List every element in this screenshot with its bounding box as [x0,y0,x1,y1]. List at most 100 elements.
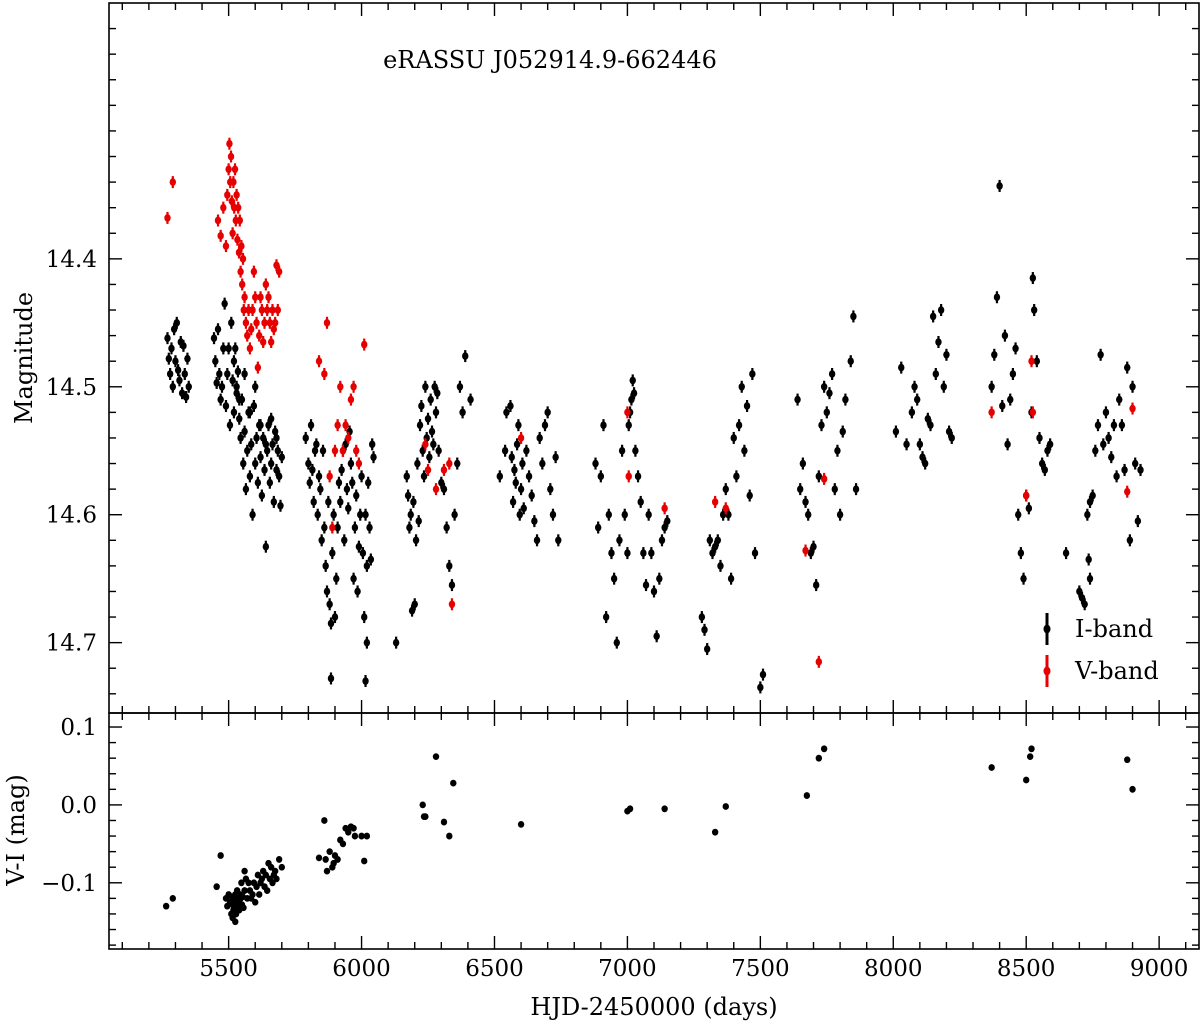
color-index-axis-ticks [109,713,1199,949]
i-band-point [1131,459,1139,468]
i-band-point [462,352,469,360]
i-band-point [414,459,421,468]
color-index-point [252,898,259,906]
v-band-point [265,293,272,302]
color-index-point [323,867,331,875]
i-band-point [448,581,456,589]
i-band-point [621,510,628,519]
v-band-point [263,306,271,314]
i-band-point [224,370,231,378]
i-band-point [184,354,191,363]
v-band-point [224,191,231,199]
i-band-point [730,434,737,442]
i-band-point [244,446,251,455]
i-band-point [338,466,345,474]
v-band-point [246,344,254,353]
i-band-point [168,344,175,353]
i-band-point [664,517,671,525]
v-band-point [625,472,632,481]
i-band-point [802,498,809,506]
i-band-point [916,440,924,449]
i-band-point [898,363,905,372]
v-band-point [1124,487,1131,496]
color-index-point [1026,753,1034,761]
i-band-point [230,357,238,365]
i-band-point [996,182,1003,190]
i-band-point [225,344,232,353]
i-band-point [411,600,418,609]
color-index-panel: −0.1 0.0 0.1 5500 6000 6500 7000 7500 8000 8500 9… [2,712,1200,1021]
v-band-point [422,440,429,449]
i-band-point [182,393,190,401]
v-band-point [275,267,283,276]
i-band-point [605,510,613,519]
i-band-point [322,562,329,570]
legend-i-band-label: I-band [1075,615,1153,643]
i-band-point [267,414,275,423]
i-band-point [658,536,666,545]
color-index-point [422,813,429,820]
i-band-point [1105,434,1112,442]
magnitude-panel: 14.4 14.5 14.6 14.7 eRASSU J052914.9-662446… [10,2,1200,714]
i-band-point [911,382,918,391]
i-band-point [1086,574,1094,583]
i-band-point [266,478,274,487]
i-band-point [988,382,995,391]
color-index-tick-label: 0.1 [60,715,97,741]
i-band-point [166,370,174,378]
i-band-point [230,408,238,417]
i-band-point [544,408,551,417]
i-band-point [358,472,365,481]
color-index-point [815,754,823,762]
i-band-point [1020,574,1027,583]
i-band-point [210,334,218,342]
x-tick-labels: 5500 6000 6500 7000 7500 8000 8500 9000 [199,956,1188,982]
color-index-point [213,883,220,891]
i-band-point [354,587,361,596]
i-band-point [252,459,259,468]
i-band-point [516,510,523,519]
i-band-point [842,395,849,404]
i-band-point [759,670,767,679]
i-band-point [632,446,639,455]
i-band-point [509,498,517,506]
i-band-point [236,414,243,423]
color-index-point [263,887,271,894]
i-band-point [797,485,804,493]
color-index-point [361,857,368,865]
i-band-point [275,472,283,481]
i-band-point [555,536,562,545]
i-band-point [1001,331,1009,340]
v-band-point [271,319,279,327]
v-band-point [331,446,339,455]
v-band-point [355,459,363,468]
i-band-point [269,440,276,449]
i-band-point [1108,453,1115,461]
i-band-point [722,485,729,493]
i-band-point [525,472,533,481]
i-band-point [512,478,519,487]
i-band-point [714,536,722,545]
color-index-panel-frame [108,712,1200,950]
i-band-point [738,382,745,391]
i-band-point [250,402,258,410]
color-index-point [256,891,263,898]
i-band-point [536,434,543,442]
i-band-point [404,491,412,500]
i-band-point [804,510,812,519]
v-band-point [249,306,256,314]
i-band-point [432,408,440,417]
i-band-point [229,376,236,385]
i-band-point [333,574,340,583]
i-band-point [459,408,466,417]
i-band-point [454,459,461,468]
x-tick-label: 7500 [731,956,790,982]
i-band-point [172,357,179,365]
i-band-point [735,421,743,429]
v-band-point [440,466,448,474]
color-index-point [722,803,729,810]
v-band-point [269,306,276,314]
v-band-point [252,293,259,302]
i-band-point [650,587,658,596]
v-band-point [235,203,242,212]
